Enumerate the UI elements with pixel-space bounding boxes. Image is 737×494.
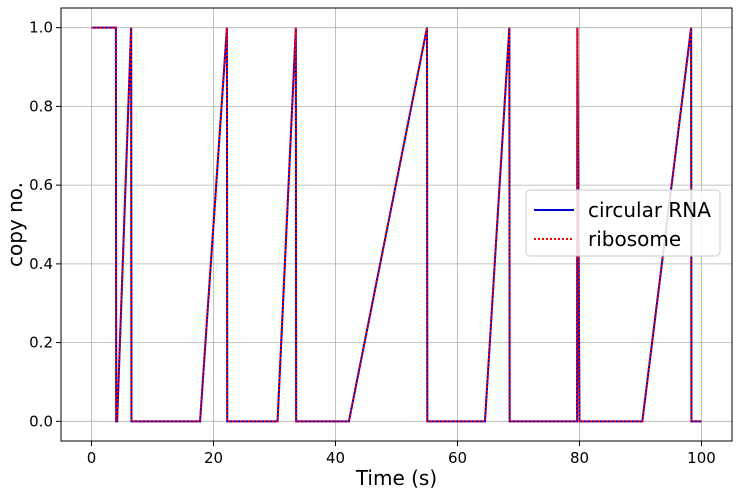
y-tick-label: 0.6 xyxy=(29,176,53,194)
y-tick-label: 0.2 xyxy=(29,334,53,352)
x-tick-label: 0 xyxy=(87,449,97,467)
series-group xyxy=(91,26,702,423)
series-line-1 xyxy=(91,26,702,423)
x-tick-label: 40 xyxy=(326,449,345,467)
legend-label-0: circular RNA xyxy=(588,198,711,222)
legend-label-1: ribosome xyxy=(588,227,681,251)
y-tick-label: 0.8 xyxy=(29,97,53,115)
y-tick-label: 1.0 xyxy=(29,19,53,37)
x-axis-label: Time (s) xyxy=(355,466,437,490)
y-axis-label: copy no. xyxy=(3,182,27,267)
x-tick-label: 20 xyxy=(204,449,223,467)
legend: circular RNA ribosome xyxy=(525,189,721,257)
x-tick-label: 100 xyxy=(687,449,716,467)
x-tick-label: 60 xyxy=(448,449,467,467)
y-tick-label: 0.0 xyxy=(29,412,53,430)
y-tick-label: 0.4 xyxy=(29,255,53,273)
x-tick-label: 80 xyxy=(570,449,589,467)
plot-frame xyxy=(60,7,733,442)
legend-box xyxy=(525,189,721,257)
ticks: 0 20 40 60 80 100 0.0 0.2 0.4 0.6 0.8 1.0 xyxy=(29,19,716,467)
